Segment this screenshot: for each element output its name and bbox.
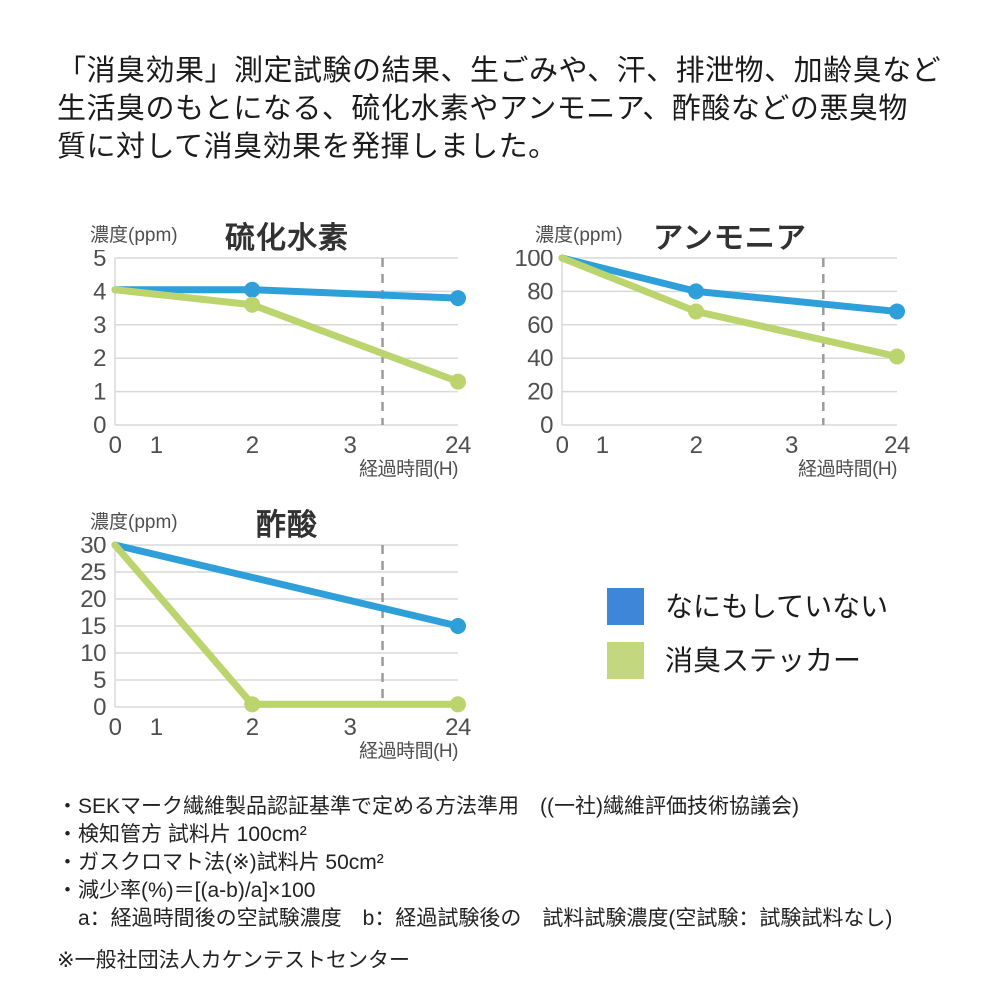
data-point-green [244, 296, 261, 313]
y-tick-label: 60 [527, 312, 553, 339]
y-tick-label: 2 [93, 345, 106, 372]
legend-label: なにもしていない [665, 591, 889, 622]
y-tick-label: 20 [527, 379, 553, 406]
x-tick-label: 24 [445, 432, 471, 459]
y-tick-label: 10 [80, 640, 106, 667]
data-point-green [889, 348, 905, 365]
x-tick-label: 2 [246, 714, 259, 741]
x-tick-label: 0 [109, 714, 122, 741]
y-tick-label: 5 [93, 250, 106, 272]
data-point-green [450, 373, 466, 390]
y-tick-label: 4 [93, 278, 106, 305]
chart-hydrogen-sulfide: 濃度(ppm) 硫化水素 5 4 3 2 1 0 0 1 2 3 24 経過時間(H) [70, 215, 472, 483]
intro-line-2: 生活臭のもとになる、硫化水素やアンモニア、酢酸などの悪臭物 [57, 93, 908, 125]
y-tick-label: 40 [527, 345, 553, 372]
x-axis-label: 経過時間(H) [359, 740, 458, 762]
x-tick-label: 1 [150, 714, 163, 741]
legend: なにもしていない 消臭ステッカー [607, 588, 888, 696]
chart-header: 濃度(ppm) 硫化水素 [70, 215, 472, 255]
y-tick-label: 5 [93, 667, 106, 694]
y-tick-label: 80 [527, 278, 553, 305]
intro-paragraph: 「消臭効果」測定試験の結果、生ごみや、汗、排泄物、加齢臭など 生活臭のもとになる… [57, 52, 952, 166]
data-point-blue [450, 290, 466, 307]
data-point-green [244, 696, 261, 713]
chart-title: 硫化水素 [225, 222, 349, 255]
y-tick-label: 0 [540, 412, 553, 439]
x-tick-label: 3 [785, 432, 798, 459]
footnote-line-3: ・ガスクロマト法(※)試料片 50cm² [57, 851, 384, 874]
x-tick-label: 3 [344, 714, 357, 741]
data-point-green [688, 303, 704, 320]
chart-header: 濃度(ppm) 酢酸 [70, 502, 472, 542]
y-tick-label: 100 [514, 250, 553, 272]
data-point-blue [889, 303, 905, 320]
y-tick-label: 0 [93, 412, 106, 439]
data-point-blue [244, 281, 261, 298]
x-tick-label: 0 [109, 432, 122, 459]
x-tick-label: 1 [596, 432, 609, 459]
y-tick-label: 3 [93, 312, 106, 339]
footnotes: ・SEKマーク繊維製品認証基準で定める方法準用 ((一社)繊維評価技術協議会) … [57, 793, 967, 975]
data-point-blue [688, 283, 704, 300]
chart-ammonia: 濃度(ppm) アンモニア 100 80 60 40 20 0 0 1 2 3 24 経過時間(H) [505, 215, 911, 483]
y-tick-label: 1 [93, 379, 106, 406]
footnote-line-5: a：経過時間後の空試験濃度 b：経過試験後の 試料試験濃度(空試験：試験試料なし… [57, 907, 893, 930]
x-tick-label: 1 [150, 432, 163, 459]
y-tick-label: 30 [80, 537, 106, 559]
x-tick-label: 0 [556, 432, 569, 459]
y-axis-unit-label: 濃度(ppm) [90, 225, 178, 246]
footnote-line-1: ・SEKマーク繊維製品認証基準で定める方法準用 ((一社)繊維評価技術協議会) [57, 795, 799, 818]
x-axis-label: 経過時間(H) [359, 458, 458, 480]
x-tick-label: 24 [884, 432, 910, 459]
legend-label: 消臭ステッカー [665, 645, 862, 676]
legend-swatch-green [607, 642, 644, 679]
legend-item-untreated: なにもしていない [607, 588, 888, 625]
chart-title: 酢酸 [256, 509, 318, 542]
chart-header: 濃度(ppm) アンモニア [505, 215, 911, 255]
y-axis-unit-label: 濃度(ppm) [535, 225, 623, 246]
x-axis-label: 経過時間(H) [798, 458, 897, 480]
intro-line-1: 「消臭効果」測定試験の結果、生ごみや、汗、排泄物、加齢臭など [57, 55, 942, 87]
y-tick-label: 25 [80, 559, 106, 586]
intro-line-3: 質に対して消臭効果を発揮しました。 [57, 131, 558, 163]
legend-item-deodorant-sticker: 消臭ステッカー [607, 642, 888, 679]
data-point-blue [450, 618, 466, 634]
x-tick-label: 2 [246, 432, 259, 459]
legend-swatch-blue [607, 588, 644, 625]
footnote-source: ※一般社団法人カケンテストセンター [57, 949, 410, 972]
series-line-green [111, 286, 462, 386]
x-tick-label: 24 [445, 714, 471, 741]
y-tick-label: 20 [80, 586, 106, 613]
y-axis-unit-label: 濃度(ppm) [90, 512, 178, 533]
series-line-blue [111, 541, 462, 630]
x-tick-label: 3 [344, 432, 357, 459]
x-tick-label: 2 [690, 432, 703, 459]
footnote-line-4: ・減少率(%)＝[(a-b)/a]×100 [57, 879, 316, 902]
chart-title: アンモニア [653, 222, 807, 255]
y-tick-label: 15 [80, 613, 106, 640]
series-line-blue [558, 254, 901, 315]
y-tick-label: 0 [93, 694, 106, 721]
data-point-green [450, 696, 466, 713]
footnote-line-2: ・検知管方 試料片 100cm² [57, 823, 307, 846]
chart-acetic-acid: 濃度(ppm) 酢酸 30 25 20 15 10 5 0 0 1 2 3 24 経過時間(H) [70, 502, 472, 765]
